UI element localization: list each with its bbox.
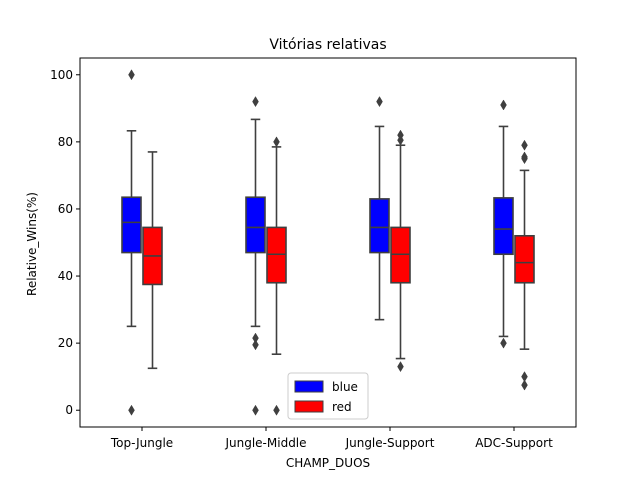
box-blue-1 — [121, 69, 142, 416]
legend: blue red — [287, 372, 369, 420]
x-axis-label: CHAMP_DUOS — [286, 456, 370, 470]
outlier-point — [273, 404, 280, 416]
legend-swatch-blue — [294, 380, 324, 393]
box-iqr — [493, 197, 514, 256]
plot-area: 0 20 40 60 80 100 Top-Jungle Jungle-Middle Jungl… — [50, 57, 577, 450]
box-iqr — [390, 226, 411, 284]
box-blue-4 — [493, 99, 514, 349]
box-iqr — [369, 198, 390, 254]
x-tick-label: ADC-Support — [475, 436, 553, 450]
box-iqr — [266, 226, 287, 284]
box-iqr — [245, 196, 266, 254]
y-tick-label: 60 — [58, 202, 73, 216]
y-tick-label: 100 — [50, 68, 73, 82]
y-tick-label: 40 — [58, 269, 73, 283]
legend-swatch-red — [294, 400, 324, 413]
y-tick-label: 80 — [58, 135, 73, 149]
box-blue-2 — [245, 96, 266, 416]
box-red-2 — [266, 136, 287, 416]
outlier-point — [521, 139, 528, 151]
outlier-point — [397, 134, 404, 146]
chart-title: Vitórias relativas — [269, 37, 386, 53]
x-tick-label: Jungle-Support — [345, 436, 435, 450]
box-iqr — [121, 196, 142, 254]
box-red-1 — [142, 151, 163, 370]
box-red-3 — [390, 129, 411, 373]
legend-label-red: red — [332, 400, 352, 414]
box-blue-3 — [369, 96, 390, 321]
outlier-point — [128, 69, 135, 81]
legend-label-blue: blue — [332, 380, 358, 394]
outlier-point — [376, 96, 383, 108]
outlier-point — [252, 339, 259, 351]
outlier-point — [521, 379, 528, 391]
outlier-point — [128, 404, 135, 416]
x-tick-label: Jungle-Middle — [224, 436, 306, 450]
box-red-4 — [514, 139, 535, 391]
outlier-point — [273, 136, 280, 148]
outlier-point — [252, 96, 259, 108]
outlier-point — [252, 404, 259, 416]
y-axis-label: Relative_Wins(%) — [25, 192, 39, 296]
outlier-point — [521, 153, 528, 165]
y-tick-label: 20 — [58, 336, 73, 350]
y-tick-label: 0 — [65, 403, 73, 417]
box-iqr — [514, 234, 535, 284]
outlier-point — [500, 99, 507, 111]
plot-frame — [79, 57, 577, 428]
x-tick-label: Top-Jungle — [110, 436, 173, 450]
outlier-point — [500, 337, 507, 349]
outlier-point — [397, 361, 404, 373]
